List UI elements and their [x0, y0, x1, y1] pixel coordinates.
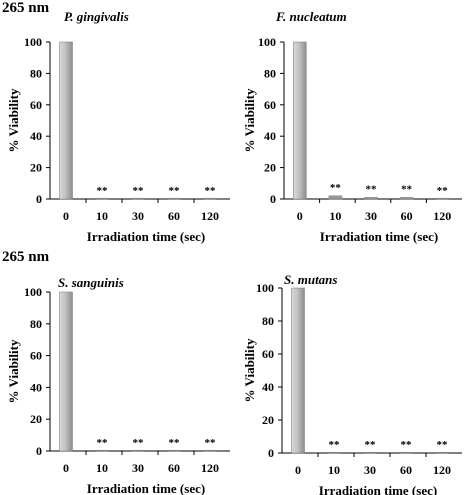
- x-axis-title: Irradiation time (sec): [319, 483, 437, 495]
- y-tick-label: 80: [30, 317, 42, 331]
- significance-mark: **: [97, 185, 109, 197]
- y-tick-label: 60: [30, 349, 42, 363]
- x-tick-label: 0: [63, 461, 69, 475]
- y-tick-label: 40: [262, 380, 274, 394]
- y-tick-label: 100: [24, 285, 42, 299]
- x-tick-label: 120: [201, 461, 219, 475]
- chart-title: F. nucleatum: [275, 9, 347, 24]
- bar-30: [364, 197, 378, 200]
- significance-mark: **: [437, 439, 449, 451]
- x-axis-title: Irradiation time (sec): [320, 229, 438, 244]
- x-tick-label: 0: [63, 209, 69, 223]
- x-axis-title: Irradiation time (sec): [87, 229, 205, 244]
- y-tick-label: 100: [258, 35, 276, 49]
- chart-title: P. gingivalis: [64, 9, 129, 24]
- x-tick-label: 60: [400, 463, 412, 477]
- bar-120: [435, 197, 449, 200]
- x-tick-label: 30: [364, 463, 376, 477]
- chart-title: S. sanguinis: [58, 275, 124, 290]
- significance-mark: **: [133, 185, 145, 197]
- y-tick-label: 20: [30, 161, 42, 175]
- bar-120: [203, 449, 217, 452]
- chart-title: S. mutans: [284, 272, 337, 287]
- bar-0: [59, 41, 73, 200]
- x-tick-label: 10: [96, 209, 108, 223]
- bar-60: [399, 197, 414, 200]
- wavelength-label-top: 265 nm: [2, 0, 50, 16]
- bar-30: [363, 451, 377, 454]
- significance-mark: **: [401, 439, 413, 451]
- significance-mark: **: [365, 439, 377, 451]
- x-tick-label: 60: [168, 461, 180, 475]
- bar-60: [167, 197, 181, 200]
- chart-p-gingivalis: P. gingivalis 0 20 40 60 80 100 0 10 ** 30 ** 60 ** 12…: [6, 9, 230, 244]
- y-axis-title: % Viability: [242, 338, 257, 402]
- y-tick-label: 0: [268, 446, 274, 460]
- y-tick-label: 80: [264, 66, 276, 80]
- x-tick-label: 120: [433, 463, 451, 477]
- x-tick-label: 60: [401, 209, 413, 223]
- significance-mark: **: [401, 183, 413, 195]
- y-tick-label: 100: [256, 281, 274, 295]
- y-tick-label: 80: [262, 314, 274, 328]
- y-tick-label: 40: [30, 129, 42, 143]
- y-axis-title: % Viability: [6, 339, 21, 403]
- y-tick-label: 20: [262, 413, 274, 427]
- bar-0: [291, 287, 305, 454]
- bar-10: [327, 451, 341, 454]
- significance-mark: **: [169, 437, 181, 449]
- bar-120: [435, 451, 449, 454]
- x-tick-label: 10: [328, 463, 340, 477]
- y-tick-label: 0: [270, 192, 276, 206]
- x-tick-label: 60: [168, 209, 180, 223]
- chart-f-nucleatum: F. nucleatum 0 20 40 60 80 100 0 10 ** 30 ** 60 ** 120…: [242, 9, 462, 244]
- y-tick-label: 60: [262, 347, 274, 361]
- significance-mark: **: [205, 185, 217, 197]
- chart-s-mutans: S. mutans 0 20 40 60 80 100 0 10 ** 30 ** 60 ** 120 ** I…: [242, 272, 462, 495]
- x-tick-label: 10: [329, 209, 341, 223]
- x-tick-label: 30: [365, 209, 377, 223]
- y-tick-label: 20: [264, 161, 276, 175]
- y-tick-label: 0: [36, 444, 42, 458]
- x-tick-label: 120: [433, 209, 451, 223]
- significance-mark: **: [330, 182, 342, 194]
- bar-0: [59, 291, 73, 452]
- bar-60: [167, 449, 181, 452]
- y-tick-label: 0: [36, 192, 42, 206]
- y-tick-label: 40: [30, 380, 42, 394]
- significance-mark: **: [97, 437, 109, 449]
- bar-120: [203, 197, 217, 200]
- y-axis-title: % Viability: [6, 88, 21, 152]
- x-tick-label: 10: [96, 461, 108, 475]
- y-axis-title: % Viability: [242, 88, 257, 152]
- x-axis-title: Irradiation time (sec): [87, 481, 205, 495]
- bar-30: [131, 449, 145, 452]
- y-tick-label: 20: [30, 412, 42, 426]
- significance-mark: **: [329, 439, 341, 451]
- significance-mark: **: [169, 185, 181, 197]
- wavelength-label-bottom: 265 nm: [2, 249, 50, 265]
- significance-mark: **: [437, 185, 449, 197]
- bar-10: [95, 197, 109, 200]
- x-tick-label: 0: [297, 209, 303, 223]
- y-tick-label: 60: [30, 98, 42, 112]
- significance-mark: **: [366, 183, 378, 195]
- x-tick-label: 0: [295, 463, 301, 477]
- bar-60: [399, 451, 413, 454]
- significance-mark: **: [133, 437, 145, 449]
- bar-10: [95, 449, 109, 452]
- significance-mark: **: [205, 437, 217, 449]
- bar-30: [131, 197, 145, 200]
- x-tick-label: 120: [201, 209, 219, 223]
- bar-10: [328, 195, 343, 200]
- y-tick-label: 100: [24, 35, 42, 49]
- x-tick-label: 30: [132, 461, 144, 475]
- y-tick-label: 80: [30, 66, 42, 80]
- bar-0: [293, 41, 307, 200]
- x-tick-label: 30: [132, 209, 144, 223]
- chart-s-sanguinis: S. sanguinis 0 20 40 60 80 100 0 10 ** 30 ** 60 ** 120…: [6, 275, 230, 495]
- y-tick-label: 60: [264, 98, 276, 112]
- y-tick-label: 40: [264, 129, 276, 143]
